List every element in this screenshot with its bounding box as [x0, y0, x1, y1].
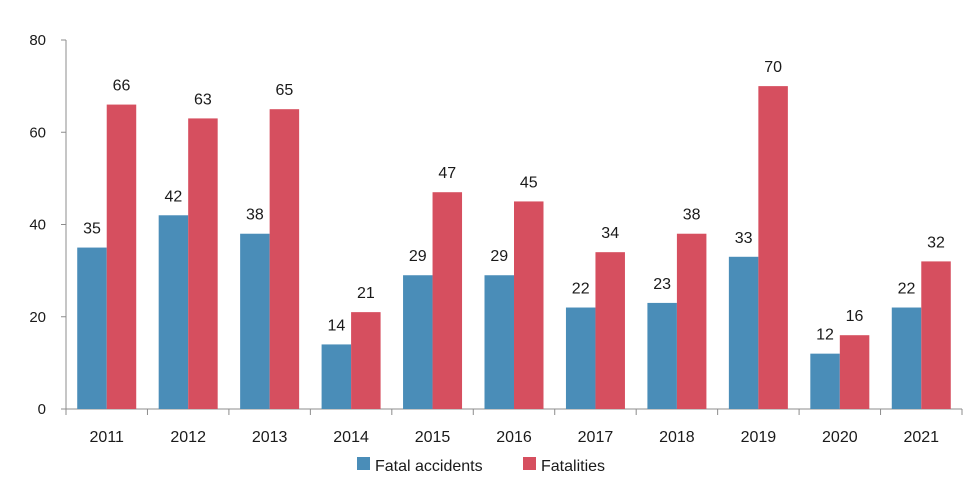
bar-fatalities: [676, 233, 707, 409]
data-label: 33: [735, 230, 753, 247]
data-label: 63: [194, 91, 212, 108]
x-category-label: 2019: [741, 429, 777, 446]
legend-label-fatal-accidents: Fatal accidents: [375, 458, 483, 475]
bar-fatal-accidents: [810, 353, 840, 409]
bar-fatal-accidents: [891, 307, 922, 409]
data-label: 66: [113, 78, 131, 95]
legend-swatch-fatal-accidents: [357, 457, 370, 470]
bar-fatalities: [106, 104, 137, 409]
bar-fatal-accidents: [565, 307, 596, 409]
bar-fatal-accidents: [240, 233, 270, 409]
x-category-label: 2017: [578, 429, 614, 446]
bar-fatal-accidents: [728, 256, 759, 409]
bar-fatal-accidents: [484, 275, 514, 409]
bar-fatal-accidents: [158, 215, 189, 409]
legend: Fatal accidents Fatalities: [357, 457, 605, 475]
bar-fatalities: [595, 252, 625, 409]
data-label: 47: [438, 165, 456, 182]
data-label: 22: [572, 281, 590, 298]
x-category-label: 2020: [822, 429, 858, 446]
x-category-label: 2014: [333, 429, 369, 446]
data-label: 45: [520, 174, 538, 191]
bar-fatal-accidents: [77, 247, 107, 409]
x-category-label: 2021: [903, 429, 939, 446]
x-category-label: 2015: [415, 429, 451, 446]
x-category-label: 2018: [659, 429, 695, 446]
bar-series-group: [77, 86, 951, 409]
data-label: 42: [165, 188, 183, 205]
y-tick-label: 20: [29, 309, 46, 326]
data-label: 12: [816, 327, 834, 344]
legend-label-fatalities: Fatalities: [541, 458, 605, 475]
data-label: 29: [490, 248, 508, 265]
bar-fatal-accidents: [321, 344, 352, 409]
y-tick-label: 80: [29, 32, 46, 49]
legend-swatch-fatalities: [523, 457, 536, 470]
x-category-label: 2011: [90, 429, 125, 446]
data-label: 32: [927, 234, 945, 251]
bar-fatal-accidents: [403, 275, 433, 409]
y-tick-label: 40: [29, 217, 46, 234]
data-label: 23: [653, 276, 671, 293]
data-label: 16: [846, 308, 864, 325]
bar-fatalities: [188, 118, 218, 409]
data-label: 14: [327, 317, 345, 334]
bar-fatalities: [432, 192, 463, 409]
x-category-label: 2016: [496, 429, 532, 446]
x-category-label: 2013: [252, 429, 288, 446]
data-label: 21: [357, 285, 375, 302]
x-category-label: 2012: [170, 429, 206, 446]
data-label: 38: [683, 207, 701, 224]
bar-fatalities: [921, 261, 951, 409]
bar-fatalities: [514, 201, 544, 409]
data-label: 22: [898, 281, 916, 298]
data-label: 34: [601, 225, 619, 242]
data-label: 70: [764, 59, 782, 76]
data-label: 35: [83, 221, 101, 238]
bar-fatalities: [269, 109, 300, 409]
data-label: 65: [275, 82, 293, 99]
bar-fatal-accidents: [647, 302, 677, 409]
y-tick-label: 0: [38, 401, 46, 418]
bar-fatalities: [839, 335, 870, 409]
data-label: 29: [409, 248, 427, 265]
x-axis: 2011 2012 2013 2014 2015 2016 2017 2018 2019 2020…: [65, 408, 963, 446]
data-label-group: 35 42 38 14 29 29 22 23 33 12 22 66 63 65 21 47 45 34 38 70…: [83, 59, 945, 344]
bar-fatalities: [758, 86, 788, 409]
y-axis: 0 20 40 60 80: [29, 32, 67, 418]
bar-fatalities: [351, 312, 381, 409]
data-label: 38: [246, 207, 264, 224]
y-tick-label: 60: [29, 124, 46, 141]
